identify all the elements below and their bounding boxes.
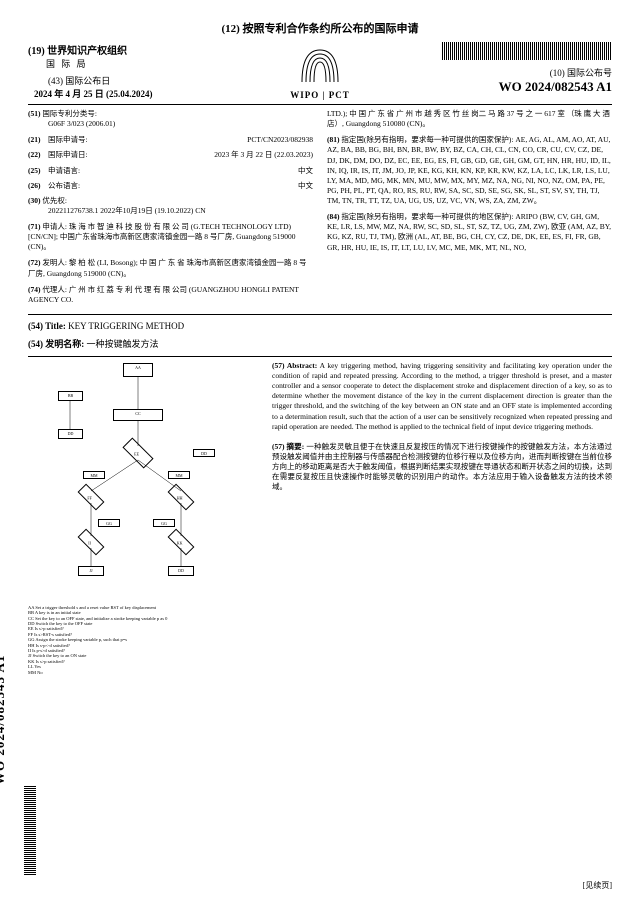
f81-label: 指定国(除另有指明，要求每一种可提供的国家保护): (341, 135, 513, 144)
abstract-cn-text: 一种触发灵敏且便于在快速且反复按压的情况下进行按键操作的按键触发方法，本方法通过… (272, 442, 612, 492)
flowchart-lines (28, 361, 248, 601)
field-84: (84) 指定国(除另有指明，要求每一种可提供的地区保护): ARIPO (BW… (327, 212, 612, 253)
header-center: WIPO | PCT (290, 42, 350, 100)
pub-num-row: (10) 国际公布号 (350, 66, 612, 79)
side-pub-num: WO 2024/082543 A1 (0, 655, 8, 785)
pub-date-prefix: (43) (48, 76, 63, 86)
pub-num-prefix: (10) (550, 68, 565, 78)
field-25: (25) 申请语言: 中文 (28, 166, 313, 176)
abstract-en: (57) Abstract: A key triggering method, … (272, 361, 612, 432)
f21-val: PCT/CN2023/082938 (247, 135, 313, 145)
pub-date-row: (43) 国际公布日 (48, 74, 290, 87)
f22-label: 国际申请日: (48, 150, 88, 160)
biblio-columns: (51) 国际专利分类号: G06F 3/023 (2006.01) (21) … (28, 109, 612, 311)
header-left: (19) 世界知识产权组织 国 际 局 (43) 国际公布日 2024 年 4 … (28, 42, 290, 100)
doc-type-title: (12) 按照专利合作条约所公布的国际申请 (28, 20, 612, 36)
field-30: (30) 优先权: 202211276738.1 2022年10月19日 (19… (28, 196, 313, 216)
legend-line: MM No (28, 670, 258, 675)
right-column: LTD.); 中 国 广 东 省 广 州 市 越 秀 区 竹 丝 岗二 马 路 … (327, 109, 612, 311)
f30-val: 202211276738.1 2022年10月19日 (19.10.2022) … (48, 206, 206, 215)
pub-date-label: 国际公布日 (65, 76, 110, 86)
pub-date: 2024 年 4 月 25 日 (25.04.2024) (34, 87, 290, 100)
field-51: (51) 国际专利分类号: G06F 3/023 (2006.01) (28, 109, 313, 129)
divider (28, 356, 612, 357)
header-right: (10) 国际公布号 WO 2024/082543 A1 (350, 42, 612, 95)
f71-val: 珠 海 市 智 迪 科 技 股 份 有 限 公 司 (G.TECH TECHNO… (28, 222, 296, 251)
flowchart-legend: AA Set a trigger threshold s and a reset… (28, 605, 258, 675)
title-cn-row: (54) 发明名称: 一种按键触发方法 (28, 337, 612, 350)
ltd-cont: LTD.); 中 国 广 东 省 广 州 市 越 秀 区 竹 丝 岗二 马 路 … (327, 109, 610, 128)
abstract-column: (57) Abstract: A key triggering method, … (272, 361, 612, 675)
f72-val: 黎 柏 松 (LI, Bosong); 中 国 广 东 省 珠海市高新区唐家湾镇… (28, 258, 307, 277)
bottom-section: AABBCCDDEEMMMMDDFFHHGGGGIIKKJJDD AA Set … (28, 361, 612, 675)
field-74: (74) 代理人: 广 州 市 红 荔 专 利 代 理 有 限 公司 (GUAN… (28, 285, 313, 305)
wipo-logo-icon (296, 42, 344, 90)
f30-label: 优先权: (42, 196, 67, 205)
f84-label: 指定国(除另有指明，要求每一种可提供的地区保护): (341, 212, 513, 221)
field-26: (26) 公布语言: 中文 (28, 181, 313, 191)
f74-val: 广 州 市 红 荔 专 利 代 理 有 限 公司 (GUANGZHOU HONG… (28, 285, 299, 304)
pub-num-label: 国际公布号 (567, 68, 612, 78)
divider (28, 314, 612, 315)
left-column: (51) 国际专利分类号: G06F 3/023 (2006.01) (21) … (28, 109, 313, 311)
f25-label: 申请语言: (48, 166, 80, 176)
pub-num: WO 2024/082543 A1 (350, 79, 612, 95)
field-72: (72) 发明人: 黎 柏 松 (LI, Bosong); 中 国 广 东 省 … (28, 258, 313, 278)
f25-val: 中文 (298, 166, 313, 176)
org-prefix: (19) (28, 46, 45, 57)
f26-val: 中文 (298, 181, 313, 191)
field-21: (21) 国际申请号: PCT/CN2023/082938 (28, 135, 313, 145)
f74-label: 代理人: (42, 285, 67, 294)
title-en-row: (54) Title: KEY TRIGGERING METHOD (28, 321, 612, 331)
figure-column: AABBCCDDEEMMMMDDFFHHGGGGIIKKJJDD AA Set … (28, 361, 258, 675)
ltd-continuation: LTD.); 中 国 广 东 省 广 州 市 越 秀 区 竹 丝 岗二 马 路 … (327, 109, 612, 129)
flowchart-figure: AABBCCDDEEMMMMDDFFHHGGGGIIKKJJDD (28, 361, 248, 601)
f21-label: 国际申请号: (48, 135, 88, 145)
field-81: (81) 指定国(除另有指明，要求每一种可提供的国家保护): AE, AG, A… (327, 135, 612, 206)
f72-label: 发明人: (42, 258, 67, 267)
header-row: (19) 世界知识产权组织 国 际 局 (43) 国际公布日 2024 年 4 … (28, 42, 612, 100)
f54-cn: 一种按键触发方法 (87, 339, 159, 349)
field-71: (71) 申请人: 珠 海 市 智 迪 科 技 股 份 有 限 公 司 (G.T… (28, 222, 313, 252)
f54-en-label: (54) Title: (28, 321, 66, 331)
org-name: 世界知识产权组织 (47, 46, 127, 57)
org-line: (19) 世界知识产权组织 (28, 42, 290, 57)
abstract-cn-label: (57) 摘要: (272, 442, 304, 451)
f22-val: 2023 年 3 月 22 日 (22.03.2023) (214, 150, 313, 160)
barcode-icon (442, 42, 612, 60)
field-22: (22) 国际申请日: 2023 年 3 月 22 日 (22.03.2023) (28, 150, 313, 160)
f26-label: 公布语言: (48, 181, 80, 191)
wipo-text: WIPO | PCT (290, 90, 350, 100)
abstract-en-text: A key triggering method, having triggeri… (272, 361, 612, 431)
f81-val: AE, AG, AL, AM, AO, AT, AU, AZ, BA, BB, … (327, 135, 611, 205)
abstract-cn: (57) 摘要: 一种触发灵敏且便于在快速且反复按压的情况下进行按键操作的按键触… (272, 442, 612, 493)
org-sub: 国 际 局 (46, 57, 290, 70)
abstract-en-label: (57) Abstract: (272, 361, 317, 370)
side-barcode-icon (24, 785, 36, 875)
f51-label: 国际专利分类号: (42, 109, 97, 118)
f71-label: 申请人: (42, 222, 67, 231)
f54-cn-label: (54) 发明名称: (28, 339, 84, 349)
f54-en: KEY TRIGGERING METHOD (68, 321, 184, 331)
divider (28, 104, 612, 105)
f51-val: G06F 3/023 (2006.01) (48, 119, 115, 128)
continued-indicator: [见续页] (583, 880, 612, 891)
